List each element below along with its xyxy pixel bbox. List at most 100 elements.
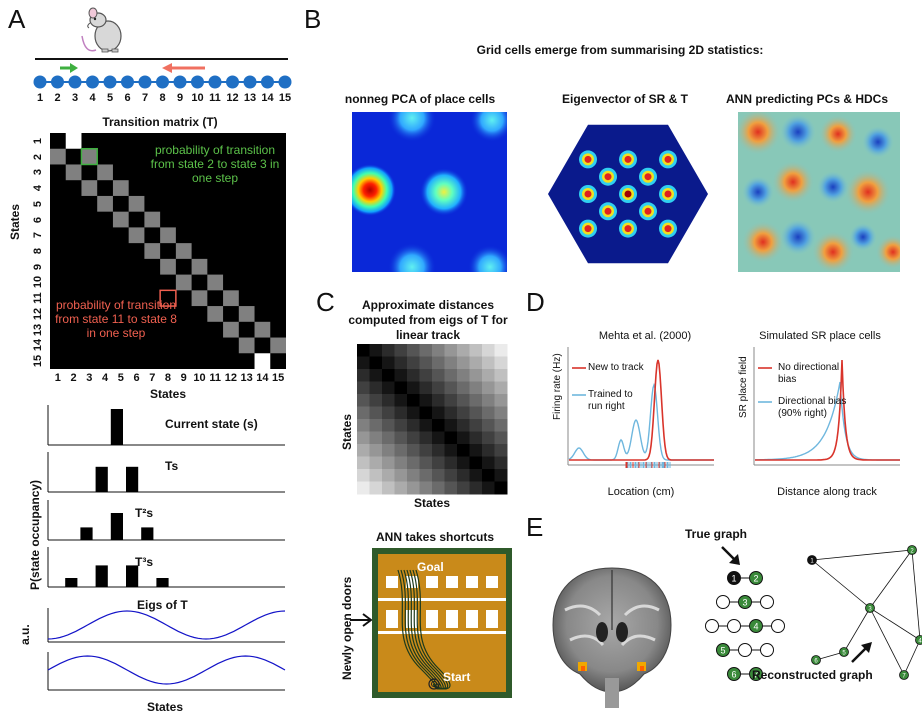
distance-cell bbox=[394, 381, 408, 395]
distance-matrix bbox=[357, 344, 508, 495]
brain-slice-image bbox=[552, 567, 672, 708]
distance-cell bbox=[494, 431, 508, 445]
track-state-label: 11 bbox=[209, 92, 221, 104]
distance-cell bbox=[407, 356, 420, 370]
distance-cell bbox=[482, 369, 495, 382]
panel-b-title: Grid cells emerge from summarising 2D st… bbox=[476, 43, 764, 57]
distance-cell bbox=[407, 444, 420, 457]
linear-track bbox=[33, 58, 292, 89]
distance-cell bbox=[419, 444, 433, 457]
panel-label-e: E bbox=[526, 512, 544, 542]
t3s-label: T³s bbox=[135, 555, 153, 569]
distance-cell bbox=[469, 406, 483, 420]
distance-cell bbox=[444, 456, 458, 470]
distance-cell bbox=[482, 431, 495, 445]
distance-cell bbox=[407, 469, 420, 482]
sr-hex-grid-map bbox=[548, 124, 708, 264]
track-state-label: 10 bbox=[191, 92, 204, 104]
directional-curve bbox=[755, 381, 900, 461]
occupancy-bar bbox=[65, 578, 78, 587]
matrix-cell bbox=[144, 243, 161, 259]
matrix-cell bbox=[191, 290, 208, 307]
distance-cell bbox=[394, 369, 408, 382]
distance-cell bbox=[419, 431, 433, 445]
matrix-row-label: 15 bbox=[32, 355, 44, 368]
track-node bbox=[33, 75, 47, 89]
annotation-green: probability of transition from state 2 t… bbox=[150, 143, 280, 185]
distance-cell bbox=[369, 369, 383, 382]
distance-cell bbox=[444, 356, 458, 370]
matrix-col-label: 15 bbox=[272, 372, 285, 384]
matrix-col-label: 8 bbox=[164, 372, 172, 384]
occupancy-plots bbox=[47, 405, 285, 588]
distance-cell bbox=[419, 394, 433, 407]
graph-node bbox=[716, 595, 730, 609]
graph-node-label: 2 bbox=[753, 574, 758, 584]
distance-cell bbox=[494, 344, 508, 357]
graph-node-label: 3 bbox=[742, 598, 747, 608]
distance-cell bbox=[469, 394, 483, 407]
matrix-ylabel: States bbox=[8, 203, 22, 240]
distance-cell bbox=[457, 431, 470, 445]
distance-cell bbox=[494, 469, 508, 482]
graph-node bbox=[915, 635, 922, 645]
matrix-cell bbox=[223, 321, 239, 338]
matrix-col-label: 6 bbox=[133, 372, 140, 384]
maze-wall bbox=[466, 610, 478, 628]
occupancy-bar bbox=[80, 527, 93, 540]
matrix-xlabel: States bbox=[149, 387, 187, 401]
matrix-cell bbox=[207, 306, 224, 322]
track-state-label: 8 bbox=[159, 92, 166, 104]
highlight-green-cell bbox=[80, 147, 98, 166]
states-xlabel: States bbox=[146, 700, 184, 714]
distance-cell bbox=[419, 469, 433, 482]
distance-cell bbox=[369, 444, 383, 457]
graph-edge bbox=[869, 607, 921, 641]
panel-c-ylabel: States bbox=[340, 413, 354, 450]
distance-cell bbox=[494, 394, 508, 407]
matrix-cell bbox=[97, 164, 113, 181]
ts-label: Ts bbox=[165, 459, 179, 473]
matrix-col-label: 14 bbox=[256, 372, 269, 384]
maze-wall bbox=[406, 610, 418, 628]
distance-cell bbox=[494, 369, 508, 382]
track-state-label: 1 bbox=[36, 92, 44, 104]
grid-field bbox=[604, 207, 612, 215]
d-left-title: Mehta et al. (2000) bbox=[598, 330, 692, 342]
distance-cell bbox=[382, 381, 395, 395]
matrix-col-label: 5 bbox=[117, 372, 124, 384]
d-right-ylabel: SR place field bbox=[738, 356, 749, 418]
grid-field bbox=[644, 207, 652, 215]
distance-cell bbox=[382, 344, 395, 357]
matrix-col-label: 1 bbox=[54, 372, 61, 384]
matrix-col-label: 11 bbox=[209, 372, 221, 384]
distance-cell bbox=[369, 381, 383, 395]
grid-field bbox=[644, 173, 652, 181]
distance-cell bbox=[369, 481, 383, 495]
maze-wall bbox=[446, 610, 458, 628]
start-marker bbox=[431, 681, 437, 687]
distance-cell bbox=[394, 394, 408, 407]
track-state-label: 9 bbox=[176, 92, 184, 104]
track-node bbox=[51, 75, 64, 89]
matrix-cell bbox=[238, 337, 255, 354]
track-state-label: 6 bbox=[124, 92, 131, 104]
graph-node bbox=[749, 667, 763, 681]
distance-cell bbox=[457, 406, 470, 420]
graph-node bbox=[811, 655, 821, 665]
matrix-cell bbox=[128, 227, 145, 244]
maze-wall bbox=[486, 576, 498, 588]
distance-cell bbox=[394, 481, 408, 495]
t2s-label: T²s bbox=[135, 506, 153, 520]
maze-wall bbox=[446, 576, 458, 588]
distance-cell bbox=[482, 344, 495, 357]
panel-c-xlabel: States bbox=[413, 496, 451, 510]
graph-node bbox=[749, 571, 763, 585]
grid-field bbox=[584, 190, 592, 198]
distance-cell bbox=[482, 381, 495, 395]
grid-field bbox=[664, 155, 672, 163]
distance-cell bbox=[432, 419, 445, 432]
eigenvector-curve bbox=[47, 610, 286, 640]
distance-cell bbox=[444, 344, 458, 357]
distance-cell bbox=[432, 481, 445, 495]
